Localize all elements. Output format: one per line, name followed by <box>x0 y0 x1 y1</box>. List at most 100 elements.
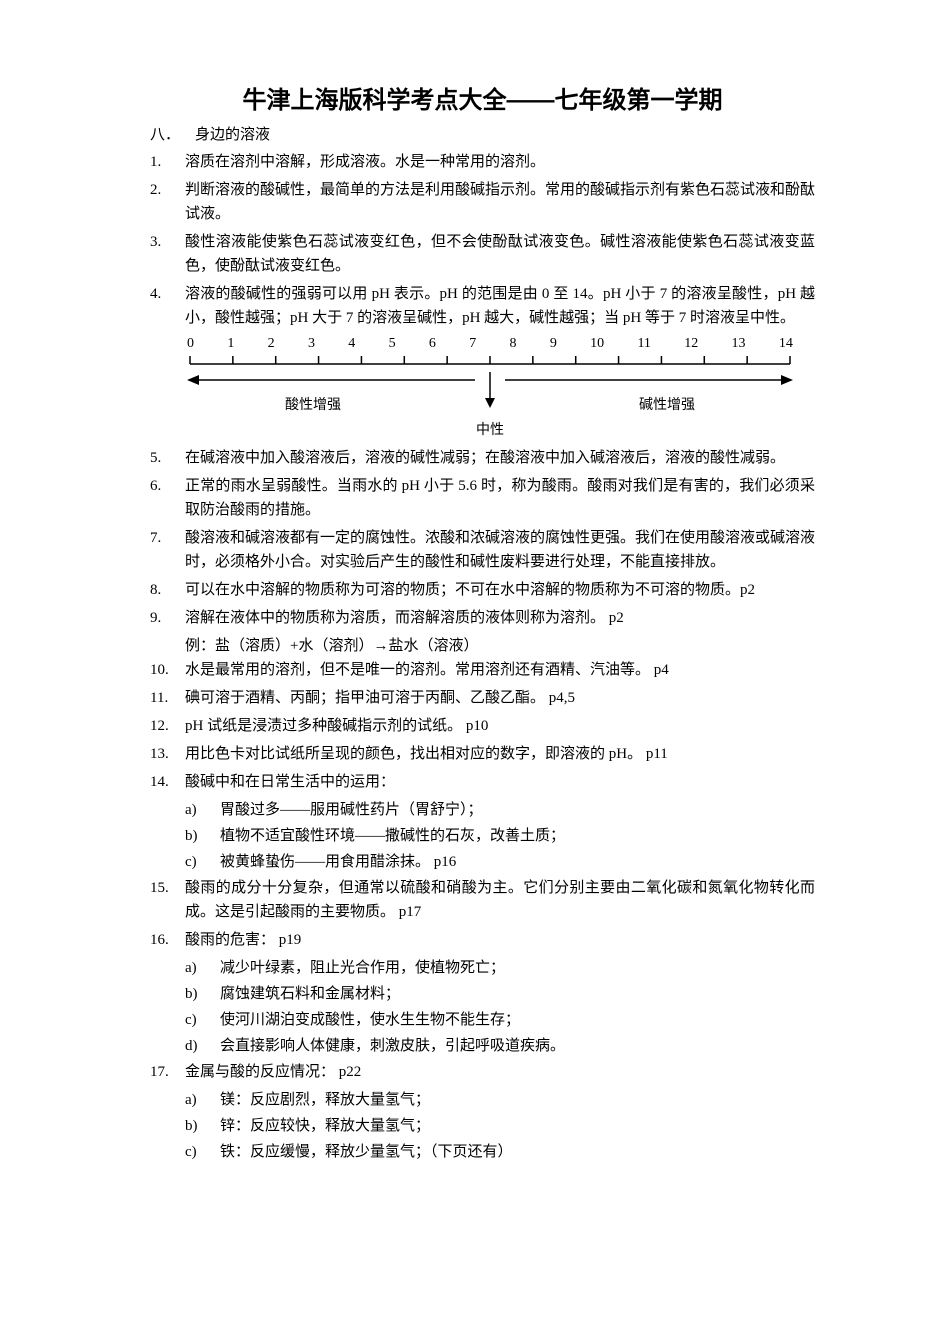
sub-num: a) <box>185 1088 220 1112</box>
ph-num: 13 <box>732 336 746 352</box>
sub-num: c) <box>185 1140 220 1164</box>
item-text: 碘可溶于酒精、丙酮；指甲油可溶于丙酮、乙酸乙酯。 p4,5 <box>185 686 815 710</box>
item-num: 17. <box>150 1060 185 1084</box>
sub-text: 腐蚀建筑石料和金属材料； <box>220 982 815 1006</box>
sub-list-item: a) 胃酸过多——服用碱性药片（胃舒宁）； <box>185 798 815 822</box>
sub-num: c) <box>185 850 220 874</box>
list-item: 9. 溶解在液体中的物质称为溶质，而溶解溶质的液体则称为溶剂。 p2 <box>150 606 815 630</box>
sub-text: 胃酸过多——服用碱性药片（胃舒宁）； <box>220 798 815 822</box>
item-text: 酸碱中和在日常生活中的运用： <box>185 770 815 794</box>
sub-list-item: c) 被黄蜂蛰伤——用食用醋涂抹。 p16 <box>185 850 815 874</box>
sub-num: b) <box>185 982 220 1006</box>
sub-list-item: d) 会直接影响人体健康，刺激皮肤，引起呼吸道疾病。 <box>185 1034 815 1058</box>
sub-text: 被黄蜂蛰伤——用食用醋涂抹。 p16 <box>220 850 815 874</box>
sub-text: 锌：反应较快，释放大量氢气； <box>220 1114 815 1138</box>
item-text: 判断溶液的酸碱性，最简单的方法是利用酸碱指示剂。常用的酸碱指示剂有紫色石蕊试液和… <box>185 178 815 226</box>
ph-label-acid: 酸性增强 <box>285 394 341 414</box>
item-num: 14. <box>150 770 185 794</box>
sub-text: 植物不适宜酸性环境——撒碱性的石灰，改善土质； <box>220 824 815 848</box>
ph-num: 12 <box>684 336 698 352</box>
ph-num: 7 <box>469 336 476 352</box>
sub-list-item: b) 腐蚀建筑石料和金属材料； <box>185 982 815 1006</box>
ph-num: 3 <box>308 336 315 352</box>
list-item: 15. 酸雨的成分十分复杂，但通常以硫酸和硝酸为主。它们分别主要由二氧化碳和氮氧… <box>150 876 815 924</box>
ph-num: 11 <box>637 336 650 352</box>
ph-num: 4 <box>348 336 355 352</box>
list-item: 5. 在碱溶液中加入酸溶液后，溶液的碱性减弱；在酸溶液中加入碱溶液后，溶液的酸性… <box>150 446 815 470</box>
sub-text: 使河川湖泊变成酸性，使水生生物不能生存； <box>220 1008 815 1032</box>
sub-list-item: b) 植物不适宜酸性环境——撒碱性的石灰，改善土质； <box>185 824 815 848</box>
page-title: 牛津上海版科学考点大全——七年级第一学期 <box>150 80 815 115</box>
list-item: 17. 金属与酸的反应情况： p22 <box>150 1060 815 1084</box>
item-text: 酸溶液和碱溶液都有一定的腐蚀性。浓酸和浓碱溶液的腐蚀性更强。我们在使用酸溶液或碱… <box>185 526 815 574</box>
ph-num: 6 <box>429 336 436 352</box>
item-num: 13. <box>150 742 185 766</box>
example-text: 例：盐（溶质）+水（溶剂）→盐水（溶液） <box>185 634 815 658</box>
sub-list-item: b) 锌：反应较快，释放大量氢气； <box>185 1114 815 1138</box>
item-text: 溶质在溶剂中溶解，形成溶液。水是一种常用的溶剂。 <box>185 150 815 174</box>
item-num: 11. <box>150 686 185 710</box>
ph-scale-line <box>185 354 795 368</box>
section-title: 身边的溶液 <box>195 123 815 144</box>
item-text: 用比色卡对比试纸所呈现的颜色，找出相对应的数字，即溶液的 pH。 p11 <box>185 742 815 766</box>
sub-num: b) <box>185 1114 220 1138</box>
ph-num: 14 <box>779 336 793 352</box>
sub-text: 镁：反应剧烈，释放大量氢气； <box>220 1088 815 1112</box>
section-num: 八． <box>150 123 195 144</box>
item-num: 10. <box>150 658 185 682</box>
list-item: 12. pH 试纸是浸渍过多种酸碱指示剂的试纸。 p10 <box>150 714 815 738</box>
item-num: 16. <box>150 928 185 952</box>
ph-num: 0 <box>187 336 194 352</box>
item-num: 8. <box>150 578 185 602</box>
item-num: 5. <box>150 446 185 470</box>
item-num: 9. <box>150 606 185 630</box>
sub-text: 会直接影响人体健康，刺激皮肤，引起呼吸道疾病。 <box>220 1034 815 1058</box>
list-item: 11. 碘可溶于酒精、丙酮；指甲油可溶于丙酮、乙酸乙酯。 p4,5 <box>150 686 815 710</box>
sub-list-item: a) 镁：反应剧烈，释放大量氢气； <box>185 1088 815 1112</box>
item-num: 2. <box>150 178 185 226</box>
ph-num: 2 <box>268 336 275 352</box>
sub-list-item: a) 减少叶绿素，阻止光合作用，使植物死亡； <box>185 956 815 980</box>
item-num: 3. <box>150 230 185 278</box>
list-item: 8. 可以在水中溶解的物质称为可溶的物质；不可在水中溶解的物质称为不可溶的物质。… <box>150 578 815 602</box>
sub-num: c) <box>185 1008 220 1032</box>
ph-num: 5 <box>389 336 396 352</box>
item-text: 溶液的酸碱性的强弱可以用 pH 表示。pH 的范围是由 0 至 14。pH 小于… <box>185 282 815 330</box>
list-item: 1. 溶质在溶剂中溶解，形成溶液。水是一种常用的溶剂。 <box>150 150 815 174</box>
item-text: pH 试纸是浸渍过多种酸碱指示剂的试纸。 p10 <box>185 714 815 738</box>
list-item: 2. 判断溶液的酸碱性，最简单的方法是利用酸碱指示剂。常用的酸碱指示剂有紫色石蕊… <box>150 178 815 226</box>
item-text: 溶解在液体中的物质称为溶质，而溶解溶质的液体则称为溶剂。 p2 <box>185 606 815 630</box>
item-text: 在碱溶液中加入酸溶液后，溶液的碱性减弱；在酸溶液中加入碱溶液后，溶液的酸性减弱。 <box>185 446 815 470</box>
item-num: 1. <box>150 150 185 174</box>
list-item: 16. 酸雨的危害： p19 <box>150 928 815 952</box>
ph-num: 8 <box>510 336 517 352</box>
sub-list-item: c) 使河川湖泊变成酸性，使水生生物不能生存； <box>185 1008 815 1032</box>
sub-num: a) <box>185 798 220 822</box>
item-text: 酸雨的成分十分复杂，但通常以硫酸和硝酸为主。它们分别主要由二氧化碳和氮氧化物转化… <box>185 876 815 924</box>
sub-num: d) <box>185 1034 220 1058</box>
sub-num: a) <box>185 956 220 980</box>
list-item: 13. 用比色卡对比试纸所呈现的颜色，找出相对应的数字，即溶液的 pH。 p11 <box>150 742 815 766</box>
list-item: 7. 酸溶液和碱溶液都有一定的腐蚀性。浓酸和浓碱溶液的腐蚀性更强。我们在使用酸溶… <box>150 526 815 574</box>
ph-labels: 酸性增强 碱性增强 中性 <box>185 394 795 414</box>
ph-numbers: 0 1 2 3 4 5 6 7 8 9 10 11 12 13 14 <box>185 336 795 352</box>
ph-scale-diagram: 0 1 2 3 4 5 6 7 8 9 10 11 12 13 14 <box>185 336 795 414</box>
sub-text: 减少叶绿素，阻止光合作用，使植物死亡； <box>220 956 815 980</box>
item-num: 4. <box>150 282 185 330</box>
ph-label-neutral: 中性 <box>476 419 504 439</box>
list-item: 3. 酸性溶液能使紫色石蕊试液变红色，但不会使酚酞试液变色。碱性溶液能使紫色石蕊… <box>150 230 815 278</box>
list-item: 4. 溶液的酸碱性的强弱可以用 pH 表示。pH 的范围是由 0 至 14。pH… <box>150 282 815 330</box>
list-item: 14. 酸碱中和在日常生活中的运用： <box>150 770 815 794</box>
item-num: 7. <box>150 526 185 574</box>
sub-list-item: c) 铁：反应缓慢，释放少量氢气；（下页还有） <box>185 1140 815 1164</box>
ph-num: 1 <box>227 336 234 352</box>
section-header: 八． 身边的溶液 <box>150 123 815 144</box>
item-text: 金属与酸的反应情况： p22 <box>185 1060 815 1084</box>
item-num: 15. <box>150 876 185 924</box>
item-num: 6. <box>150 474 185 522</box>
item-text: 酸性溶液能使紫色石蕊试液变红色，但不会使酚酞试液变色。碱性溶液能使紫色石蕊试液变… <box>185 230 815 278</box>
sub-text: 铁：反应缓慢，释放少量氢气；（下页还有） <box>220 1140 815 1164</box>
item-num: 12. <box>150 714 185 738</box>
item-text: 水是最常用的溶剂，但不是唯一的溶剂。常用溶剂还有酒精、汽油等。 p4 <box>185 658 815 682</box>
item-text: 正常的雨水呈弱酸性。当雨水的 pH 小于 5.6 时，称为酸雨。酸雨对我们是有害… <box>185 474 815 522</box>
